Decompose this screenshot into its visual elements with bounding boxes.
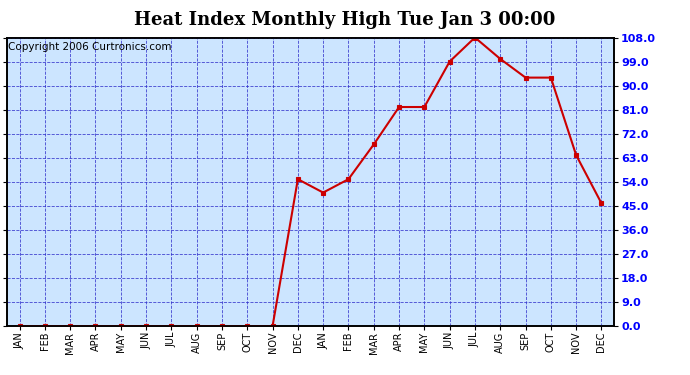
Text: Copyright 2006 Curtronics.com: Copyright 2006 Curtronics.com xyxy=(8,42,172,52)
Text: Heat Index Monthly High Tue Jan 3 00:00: Heat Index Monthly High Tue Jan 3 00:00 xyxy=(135,11,555,29)
